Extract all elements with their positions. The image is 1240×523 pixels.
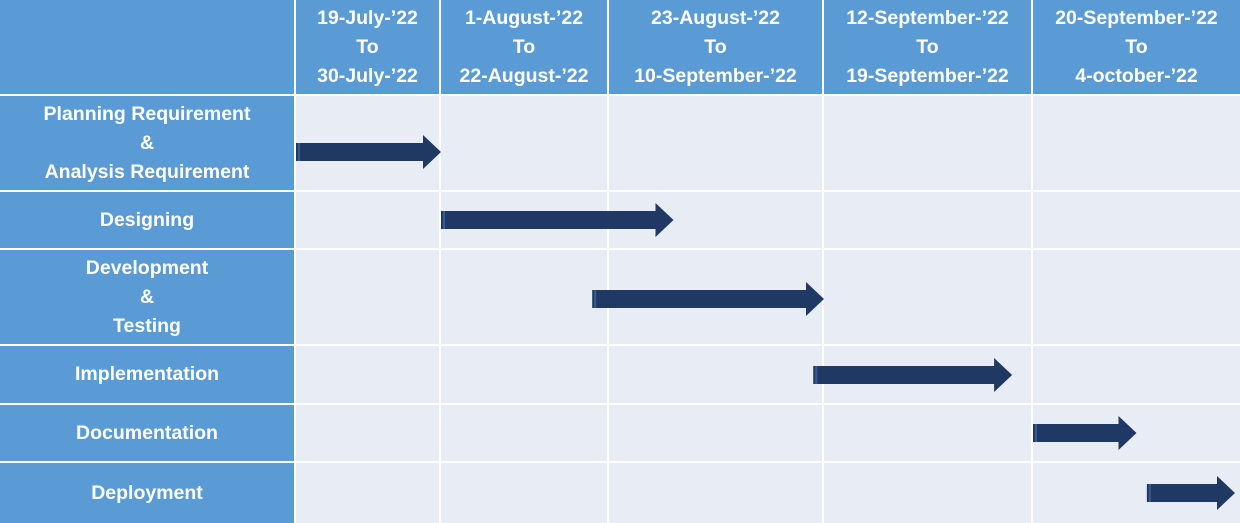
grid-cell [1033,96,1240,190]
header-period-3: 23-August-’22 To 10-September-’22 [609,0,822,94]
grid-cell [609,463,822,523]
header-period-4: 12-September-’22 To 19-September-’22 [824,0,1031,94]
grid-cell [441,250,607,344]
arrow-planning [296,135,441,169]
task-label-designing: Designing [0,192,294,248]
grid-cell [296,250,439,344]
task-label-planning: Planning Requirement & Analysis Requirem… [0,96,294,190]
arrow-notch-deployment [1148,484,1151,502]
task-label-implementation: Implementation [0,346,294,403]
grid-cell [824,96,1031,190]
header-period-1: 19-July-’22 To 30-July-’22 [296,0,439,94]
arrow-designing [441,203,674,237]
header-period-5: 20-September-’22 To 4-october-’22 [1033,0,1240,94]
grid-cell [296,463,439,523]
task-label-deployment: Deployment [0,463,294,523]
grid-cell [1033,346,1240,403]
grid-cell [441,96,607,190]
grid-cell [296,405,439,461]
grid-cell [441,346,607,403]
arrow-notch-planning [298,143,300,161]
header-corner-cell [0,0,294,94]
arrow-notch-documentation [1035,424,1037,442]
arrow-documentation [1033,416,1137,450]
grid-cell [441,405,607,461]
arrow-development [592,282,824,316]
arrow-notch-development [594,290,597,308]
grid-cell [609,405,822,461]
grid-cell [296,192,439,248]
grid-cell [609,96,822,190]
grid-cell [441,463,607,523]
grid-cell [1033,250,1240,344]
grid-cell [296,346,439,403]
arrow-implementation [813,358,1013,392]
arrow-notch-designing [443,211,445,229]
grid-cell [609,346,822,403]
arrow-notch-implementation [815,366,818,384]
task-label-documentation: Documentation [0,405,294,461]
task-label-development: Development & Testing [0,250,294,344]
grid-cell [824,250,1031,344]
grid-cell [1033,192,1240,248]
grid-cell [824,405,1031,461]
grid-cell [824,463,1031,523]
header-period-2: 1-August-’22 To 22-August-’22 [441,0,607,94]
grid-cell [824,192,1031,248]
arrow-deployment [1146,476,1235,510]
